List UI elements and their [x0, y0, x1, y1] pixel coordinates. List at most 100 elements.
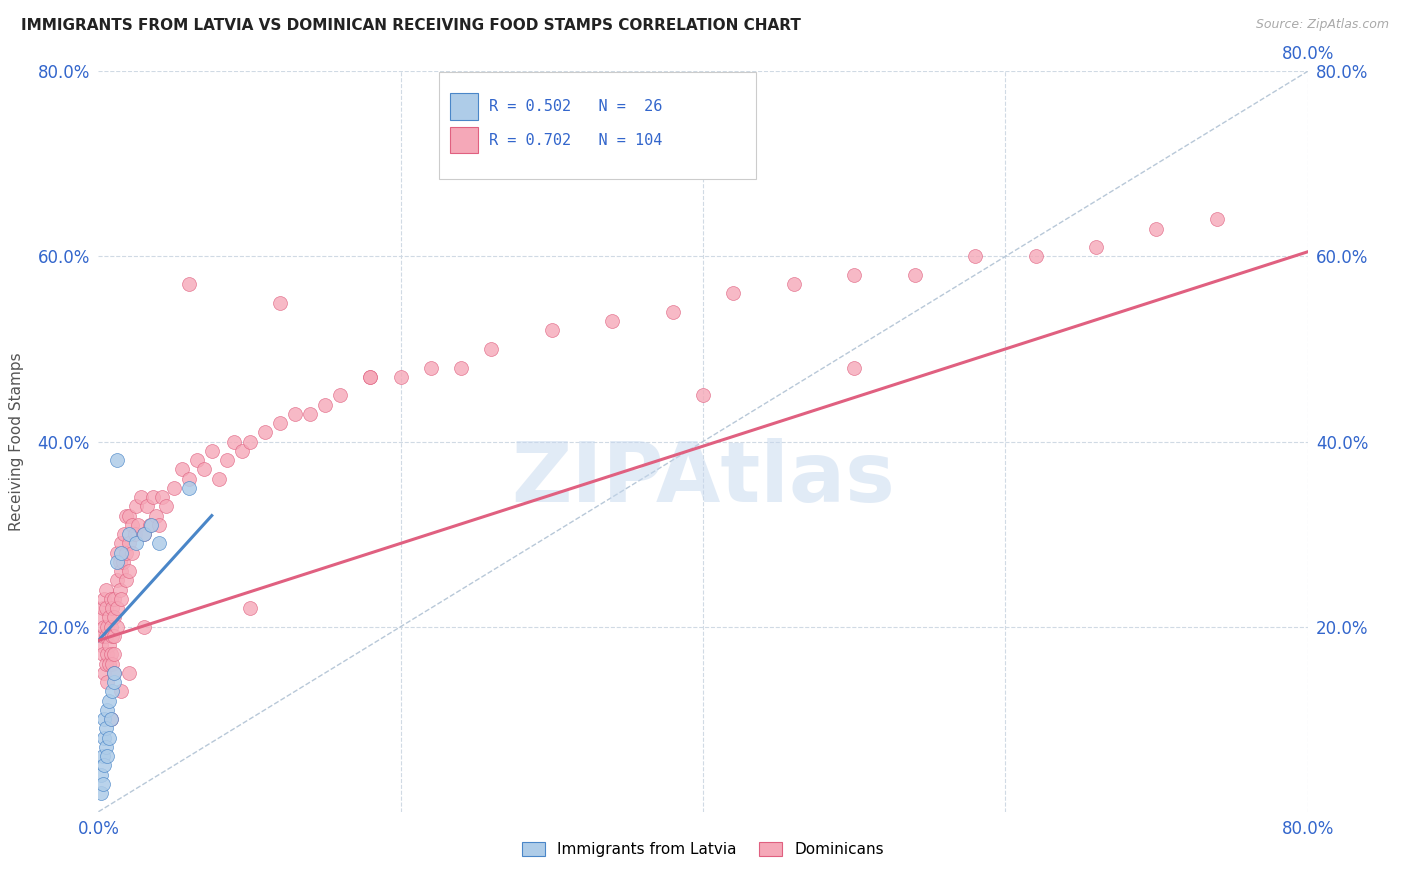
Point — [602, 314, 624, 328]
Point — [98, 657, 121, 671]
Point — [125, 500, 148, 514]
Point — [284, 407, 307, 421]
Point — [93, 731, 115, 745]
Point — [114, 508, 136, 523]
Point — [90, 786, 112, 800]
Point — [692, 388, 714, 402]
Point — [148, 517, 170, 532]
Point — [314, 398, 336, 412]
Point — [1085, 240, 1108, 254]
Point — [93, 619, 115, 633]
Point — [103, 629, 125, 643]
Point — [96, 619, 118, 633]
Point — [299, 407, 322, 421]
Point — [110, 536, 132, 550]
Point — [94, 629, 117, 643]
Point — [103, 648, 125, 662]
Y-axis label: Receiving Food Stamps: Receiving Food Stamps — [8, 352, 24, 531]
Point — [186, 453, 208, 467]
Point — [108, 555, 131, 569]
Point — [91, 749, 114, 764]
Point — [125, 536, 148, 550]
Point — [904, 268, 927, 282]
Point — [139, 517, 162, 532]
Point — [844, 268, 866, 282]
Point — [121, 517, 143, 532]
Point — [103, 591, 125, 606]
Point — [94, 739, 117, 754]
Point — [110, 591, 132, 606]
Point — [179, 481, 201, 495]
Point — [91, 629, 114, 643]
Point — [450, 360, 472, 375]
Point — [239, 434, 262, 449]
Point — [360, 369, 382, 384]
Text: Source: ZipAtlas.com: Source: ZipAtlas.com — [1256, 18, 1389, 31]
Point — [1024, 250, 1046, 264]
Point — [101, 684, 124, 698]
Point — [110, 684, 132, 698]
Point — [965, 250, 987, 264]
Point — [201, 443, 224, 458]
Point — [208, 472, 231, 486]
Point — [110, 545, 132, 560]
Point — [1144, 221, 1167, 235]
Point — [98, 694, 121, 708]
Point — [93, 591, 115, 606]
Point — [100, 591, 122, 606]
Point — [101, 657, 124, 671]
Point — [1206, 212, 1229, 227]
Point — [93, 665, 115, 680]
Point — [105, 601, 128, 615]
Point — [96, 749, 118, 764]
Point — [100, 712, 122, 726]
Point — [844, 360, 866, 375]
Point — [98, 638, 121, 652]
Point — [179, 277, 201, 292]
Point — [170, 462, 193, 476]
Point — [94, 582, 117, 597]
Point — [103, 665, 125, 680]
Point — [389, 369, 412, 384]
Point — [96, 675, 118, 690]
Point — [108, 582, 131, 597]
Point — [90, 638, 112, 652]
Point — [231, 443, 253, 458]
Point — [105, 574, 128, 588]
Point — [129, 490, 152, 504]
Point — [141, 517, 163, 532]
Text: IMMIGRANTS FROM LATVIA VS DOMINICAN RECEIVING FOOD STAMPS CORRELATION CHART: IMMIGRANTS FROM LATVIA VS DOMINICAN RECE… — [21, 18, 801, 33]
Point — [114, 574, 136, 588]
Point — [90, 767, 112, 781]
Point — [239, 601, 262, 615]
Point — [105, 619, 128, 633]
Point — [121, 545, 143, 560]
Point — [193, 462, 215, 476]
Point — [93, 758, 115, 772]
Point — [94, 657, 117, 671]
Point — [118, 665, 141, 680]
Point — [94, 722, 117, 736]
Point — [100, 712, 122, 726]
Point — [148, 536, 170, 550]
Point — [269, 416, 291, 430]
Point — [127, 517, 149, 532]
Point — [132, 527, 155, 541]
Point — [93, 712, 115, 726]
Point — [91, 601, 114, 615]
Point — [100, 619, 122, 633]
Point — [661, 305, 683, 319]
Point — [253, 425, 276, 440]
Point — [103, 610, 125, 624]
Point — [135, 500, 157, 514]
Point — [100, 648, 122, 662]
Point — [132, 527, 155, 541]
Point — [103, 665, 125, 680]
Point — [114, 545, 136, 560]
Point — [118, 527, 141, 541]
Point — [269, 295, 291, 310]
Point — [96, 703, 118, 717]
Point — [103, 675, 125, 690]
Text: ZIPAtlas: ZIPAtlas — [510, 438, 896, 519]
Point — [110, 564, 132, 578]
